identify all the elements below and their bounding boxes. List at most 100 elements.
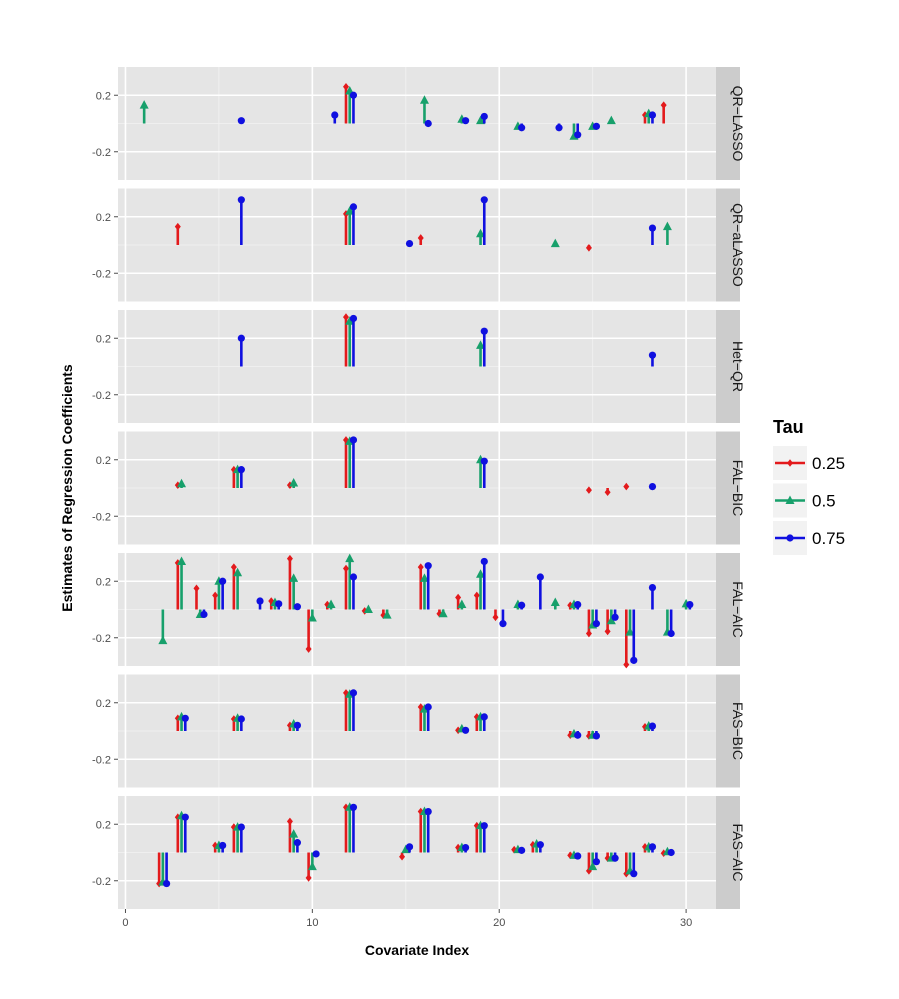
point xyxy=(256,597,264,605)
point xyxy=(312,850,320,858)
point xyxy=(212,841,219,850)
point xyxy=(349,203,358,211)
point xyxy=(419,573,429,582)
point xyxy=(405,239,414,248)
y-tick-label: -0.2 xyxy=(92,511,111,523)
point xyxy=(289,573,299,582)
point xyxy=(305,645,312,653)
strip-background xyxy=(716,553,740,666)
point xyxy=(648,482,657,491)
legend-title: Tau xyxy=(773,417,804,437)
point xyxy=(648,111,657,119)
point xyxy=(473,713,480,721)
point xyxy=(606,115,616,125)
y-tick-label: -0.2 xyxy=(92,876,111,888)
point xyxy=(342,564,349,573)
strip-label: FAS−AIC xyxy=(730,824,746,882)
point xyxy=(293,839,301,847)
point xyxy=(787,459,793,467)
strip-background xyxy=(716,674,740,788)
point xyxy=(480,112,488,121)
point xyxy=(237,334,245,342)
x-axis-label: Covariate Index xyxy=(365,942,469,958)
point xyxy=(326,599,336,609)
point xyxy=(424,119,432,128)
point xyxy=(592,620,601,628)
point xyxy=(237,117,245,125)
point xyxy=(667,629,675,638)
point xyxy=(382,610,392,619)
point xyxy=(349,689,358,697)
point xyxy=(275,600,283,608)
point xyxy=(623,660,630,669)
point xyxy=(648,722,657,730)
point xyxy=(667,848,675,857)
point xyxy=(349,91,358,99)
point xyxy=(592,122,601,130)
point xyxy=(424,703,432,711)
point xyxy=(345,206,355,215)
point xyxy=(536,841,544,849)
point xyxy=(307,861,317,871)
point xyxy=(461,726,470,734)
point xyxy=(604,627,611,636)
point xyxy=(461,843,470,852)
point xyxy=(592,858,601,866)
strip-background xyxy=(716,796,740,909)
legend-label: 0.25 xyxy=(812,454,845,473)
point xyxy=(424,807,432,816)
point xyxy=(417,234,424,242)
point xyxy=(648,351,657,359)
point xyxy=(219,577,227,585)
point xyxy=(480,557,488,566)
point xyxy=(286,817,293,826)
point xyxy=(174,813,181,821)
point xyxy=(212,591,219,600)
point xyxy=(550,597,560,606)
point xyxy=(293,603,301,611)
point xyxy=(233,567,243,577)
point xyxy=(349,314,358,323)
point xyxy=(518,124,526,132)
point xyxy=(630,870,638,878)
point xyxy=(331,111,339,119)
point xyxy=(405,843,414,851)
point xyxy=(611,613,619,621)
point xyxy=(480,822,488,830)
strip-label: QR−aLASSO xyxy=(730,203,746,287)
point xyxy=(648,224,657,232)
point xyxy=(476,115,486,125)
point xyxy=(417,563,424,571)
point xyxy=(480,327,488,335)
x-tick-label: 10 xyxy=(306,917,318,929)
point xyxy=(307,612,317,622)
point xyxy=(492,613,499,622)
x-tick-label: 0 xyxy=(122,917,128,929)
y-tick-label: 0.2 xyxy=(96,698,111,710)
point xyxy=(476,569,486,578)
legend-label: 0.5 xyxy=(812,492,836,511)
y-axis-label: Estimates of Regression Coefficients xyxy=(59,364,75,612)
point xyxy=(592,732,601,740)
point xyxy=(574,731,582,739)
y-tick-label: 0.2 xyxy=(96,576,111,588)
point xyxy=(289,829,299,838)
point xyxy=(181,714,189,722)
point xyxy=(536,573,544,581)
point xyxy=(345,553,355,563)
point xyxy=(158,635,168,645)
point xyxy=(455,593,462,602)
x-tick-label: 20 xyxy=(493,917,505,929)
legend-label: 0.75 xyxy=(812,529,845,548)
point xyxy=(419,704,429,713)
y-tick-label: 0.2 xyxy=(96,819,111,831)
point xyxy=(585,629,592,638)
point xyxy=(230,563,237,571)
point xyxy=(237,196,245,204)
point xyxy=(518,601,526,609)
point xyxy=(555,124,563,132)
point xyxy=(662,221,672,231)
point xyxy=(305,874,312,882)
point xyxy=(480,196,488,204)
